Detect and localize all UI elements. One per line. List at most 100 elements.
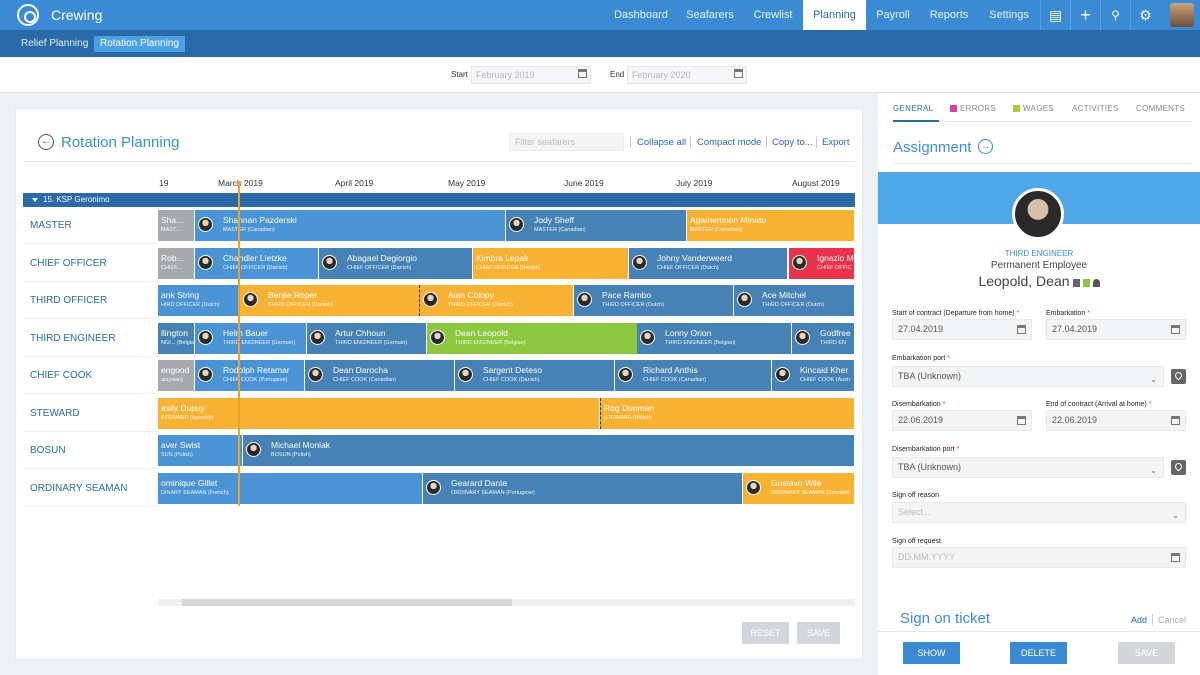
collapse-all-link[interactable]: Collapse all — [637, 137, 687, 148]
tab-wages-label: WAGES — [1023, 104, 1054, 113]
disembarkation-port-select[interactable]: TBA (Unknown) ⌄ — [892, 457, 1164, 478]
nav-planning[interactable]: Planning — [803, 0, 866, 30]
assignment-bar[interactable]: ank String HIRD OFFICER (Dutch) — [158, 285, 240, 316]
end-date-input[interactable]: February 2020 — [627, 66, 747, 84]
subnav-rotation-planning[interactable]: Rotation Planning — [94, 36, 185, 52]
assignment-bar[interactable]: Johny Vanderweerd CHIEF OFFICER (Dutch) — [629, 248, 788, 279]
assignment-bar[interactable]: Kincaid Kher CHIEF COOK (Austr — [772, 360, 855, 391]
tab-wages[interactable]: WAGES — [1013, 104, 1054, 113]
assignment-bar[interactable]: Richard Anthis CHIEF COOK (Canadian) — [615, 360, 772, 391]
disembarkation-input[interactable]: 22.06.2019 — [892, 410, 1032, 431]
map-pin-icon[interactable] — [1171, 460, 1186, 475]
signoff-request-label: Sign off request — [892, 538, 941, 545]
reset-button[interactable]: RESET — [742, 622, 789, 644]
assignment-bar[interactable]: llington NGI... (Belgian) — [158, 323, 195, 354]
add-link[interactable]: Add — [1131, 615, 1148, 625]
assignment-bar[interactable]: Sargent Deteso CHIEF COOK (Danish) — [455, 360, 615, 391]
wrench-icon[interactable]: ⚲ — [1100, 0, 1130, 30]
start-contract-input[interactable]: 27.04.2019 — [892, 319, 1032, 340]
horizontal-scrollbar-thumb[interactable] — [182, 599, 512, 606]
start-contract-value: 27.04.2019 — [898, 324, 944, 334]
assignment-bar[interactable]: Pace Rambo THIRD OFFICER (Dutch) — [574, 285, 734, 316]
assignment-bar[interactable]: Shannan Pazderski MASTER (Canadian) — [195, 210, 506, 241]
tab-comments[interactable]: COMMENTS — [1136, 104, 1186, 113]
assignment-bar[interactable]: Alan Colopy THIRD OFFICER (Danish) — [419, 285, 574, 316]
assignment-bar[interactable]: asily Dupuy STEWARD (Spanish) — [158, 398, 600, 429]
nav-dashboard[interactable]: Dashboard — [614, 9, 668, 21]
assignment-bar[interactable]: ominique Gillet DINARY SEAMAN (French) — [158, 473, 423, 504]
assignment-bar[interactable]: Helm Bauer THIRD ENGINEER (German) — [195, 323, 307, 354]
assignment-bar[interactable]: Ace Mitchel THIRD OFFICER (Dutch) — [734, 285, 855, 316]
assignment-bar[interactable]: Sha... MAST... — [158, 210, 195, 241]
assignment-bar[interactable]: Rog Dunman STEWARD (British) — [600, 398, 855, 429]
assignment-bar[interactable]: Rodolph Retamar CHIEF COOK (Portugese) — [195, 360, 305, 391]
plus-icon[interactable]: + — [1070, 0, 1100, 30]
end-contract-input[interactable]: 22.06.2019 — [1046, 410, 1186, 431]
assignment-bar[interactable]: Abagael Degiorgio CHIEF OFFICER (Danish) — [319, 248, 473, 279]
filter-seafarers-input[interactable]: Filter seafarers — [509, 133, 624, 151]
assignment-bar[interactable]: Lonny Orion THIRD ENGINEER (Belgian) — [637, 323, 792, 354]
nav-reports[interactable]: Reports — [929, 9, 969, 21]
bell-icon[interactable]: ⚙ — [1130, 0, 1160, 30]
seafarer-name: ominique Gillet — [161, 478, 218, 488]
assignment-bar[interactable]: Rob... CHIEF... — [158, 248, 195, 279]
rank-label[interactable]: Bosun — [23, 432, 158, 469]
map-pin-icon[interactable] — [1171, 369, 1186, 384]
embarkation-port-select[interactable]: TBA (Unknown) ⌄ — [892, 366, 1164, 387]
embarkation-label-text: Embarkation — [1046, 310, 1086, 317]
nav-crewlist[interactable]: Crewlist — [753, 9, 793, 21]
assignment-bar[interactable]: Ignazio M CHIEF OFFIC — [789, 248, 855, 279]
assignment-bar[interactable]: Godfree THIRD EN — [792, 323, 855, 354]
assignment-bar[interactable]: Artur Chhoun THIRD ENGINEER (German) — [307, 323, 427, 354]
tab-errors[interactable]: ERRORS — [950, 104, 996, 113]
inbox-icon[interactable]: ▤ — [1040, 0, 1070, 30]
back-arrow-icon[interactable]: ← — [38, 134, 54, 150]
start-contract-label-text: Start of contract (Departure from home) — [892, 310, 1015, 317]
errors-color-square-icon — [950, 105, 957, 112]
assignment-bar[interactable]: aver Swist SUN (Polish) — [158, 435, 243, 466]
user-avatar[interactable] — [1170, 3, 1194, 27]
subnav-relief-planning[interactable]: Relief Planning — [21, 38, 89, 49]
rank-label[interactable]: Steward — [23, 395, 158, 432]
assignment-bar[interactable]: Dean Leopold THIRD ENGINEER (Belgian) — [427, 323, 638, 354]
assignment-bar[interactable]: Benjie Roper THIRD OFFICER (Danish) — [240, 285, 420, 316]
cancel-link[interactable]: Cancel — [1158, 615, 1187, 625]
export-link[interactable]: Export — [822, 137, 850, 148]
rank-label[interactable]: Chief Officer — [23, 245, 158, 282]
rank-label[interactable]: Master — [23, 207, 158, 244]
rank-label[interactable]: Third Engineer — [23, 320, 158, 357]
seafarer-avatar-icon — [426, 480, 441, 495]
arrow-right-circle-icon[interactable]: → — [978, 139, 993, 154]
vessel-group-header[interactable]: 15. KSP Geronimo — [23, 193, 855, 207]
assignment-bar[interactable]: engood alaysian) — [158, 360, 195, 391]
seafarer-rank-nationality: CHIEF OFFICER (Danish) — [347, 265, 412, 271]
tab-general[interactable]: GENERAL — [893, 104, 934, 113]
rank-label[interactable]: Ordinary Seaman — [23, 470, 158, 507]
delete-button[interactable]: DELETE — [1010, 642, 1067, 664]
rank-label[interactable]: Chief Cook — [23, 357, 158, 394]
compact-mode-link[interactable]: Compact mode — [697, 137, 762, 148]
details-save-button[interactable]: SAVE — [1118, 642, 1175, 664]
assignment-bar[interactable]: Jody Sheff MASTER (Canadian) — [506, 210, 687, 241]
embarkation-input[interactable]: 27.04.2019 — [1046, 319, 1186, 340]
nav-settings[interactable]: Settings — [989, 9, 1029, 21]
tab-activities[interactable]: ACTIVITIES — [1072, 104, 1119, 113]
start-date-input[interactable]: February 2019 — [471, 66, 591, 84]
save-button[interactable]: SAVE — [797, 622, 840, 644]
signoff-request-input[interactable]: DD.MM.YYYY — [892, 547, 1186, 568]
signoff-reason-select[interactable]: Select... ⌄ — [892, 502, 1186, 523]
assignment-bar[interactable]: Gustavo Wile ORDINARY SEAMAN (Spanish) — [743, 473, 855, 504]
show-button[interactable]: SHOW — [903, 642, 960, 664]
assignment-bar[interactable]: Dean Darocha CHIEF COOK (Canadian) — [305, 360, 455, 391]
seafarer-name: Ignazio M — [817, 253, 854, 263]
assignment-bar[interactable]: Gearard Dante ORDINARY SEAMAN (Portugese) — [423, 473, 743, 504]
assignment-bar[interactable]: Michael Moniak BOSUN (Polish) — [243, 435, 855, 466]
nav-payroll[interactable]: Payroll — [876, 9, 910, 21]
assignment-bar[interactable]: Kimbra Lepak CHIEF OFFICER (Danish) — [473, 248, 629, 279]
assignment-bar[interactable]: Chandler Lietzke CHIEF OFFICER (Danish) — [195, 248, 319, 279]
seafarer-rank-nationality: DINARY SEAMAN (French) — [161, 490, 229, 496]
assignment-bar[interactable]: Agamemnon Minato MASTER (Canadian) — [687, 210, 855, 241]
nav-seafarers[interactable]: Seafarers — [686, 9, 734, 21]
copy-to-link[interactable]: Copy to... — [772, 137, 813, 148]
rank-label[interactable]: Third Officer — [23, 282, 158, 319]
